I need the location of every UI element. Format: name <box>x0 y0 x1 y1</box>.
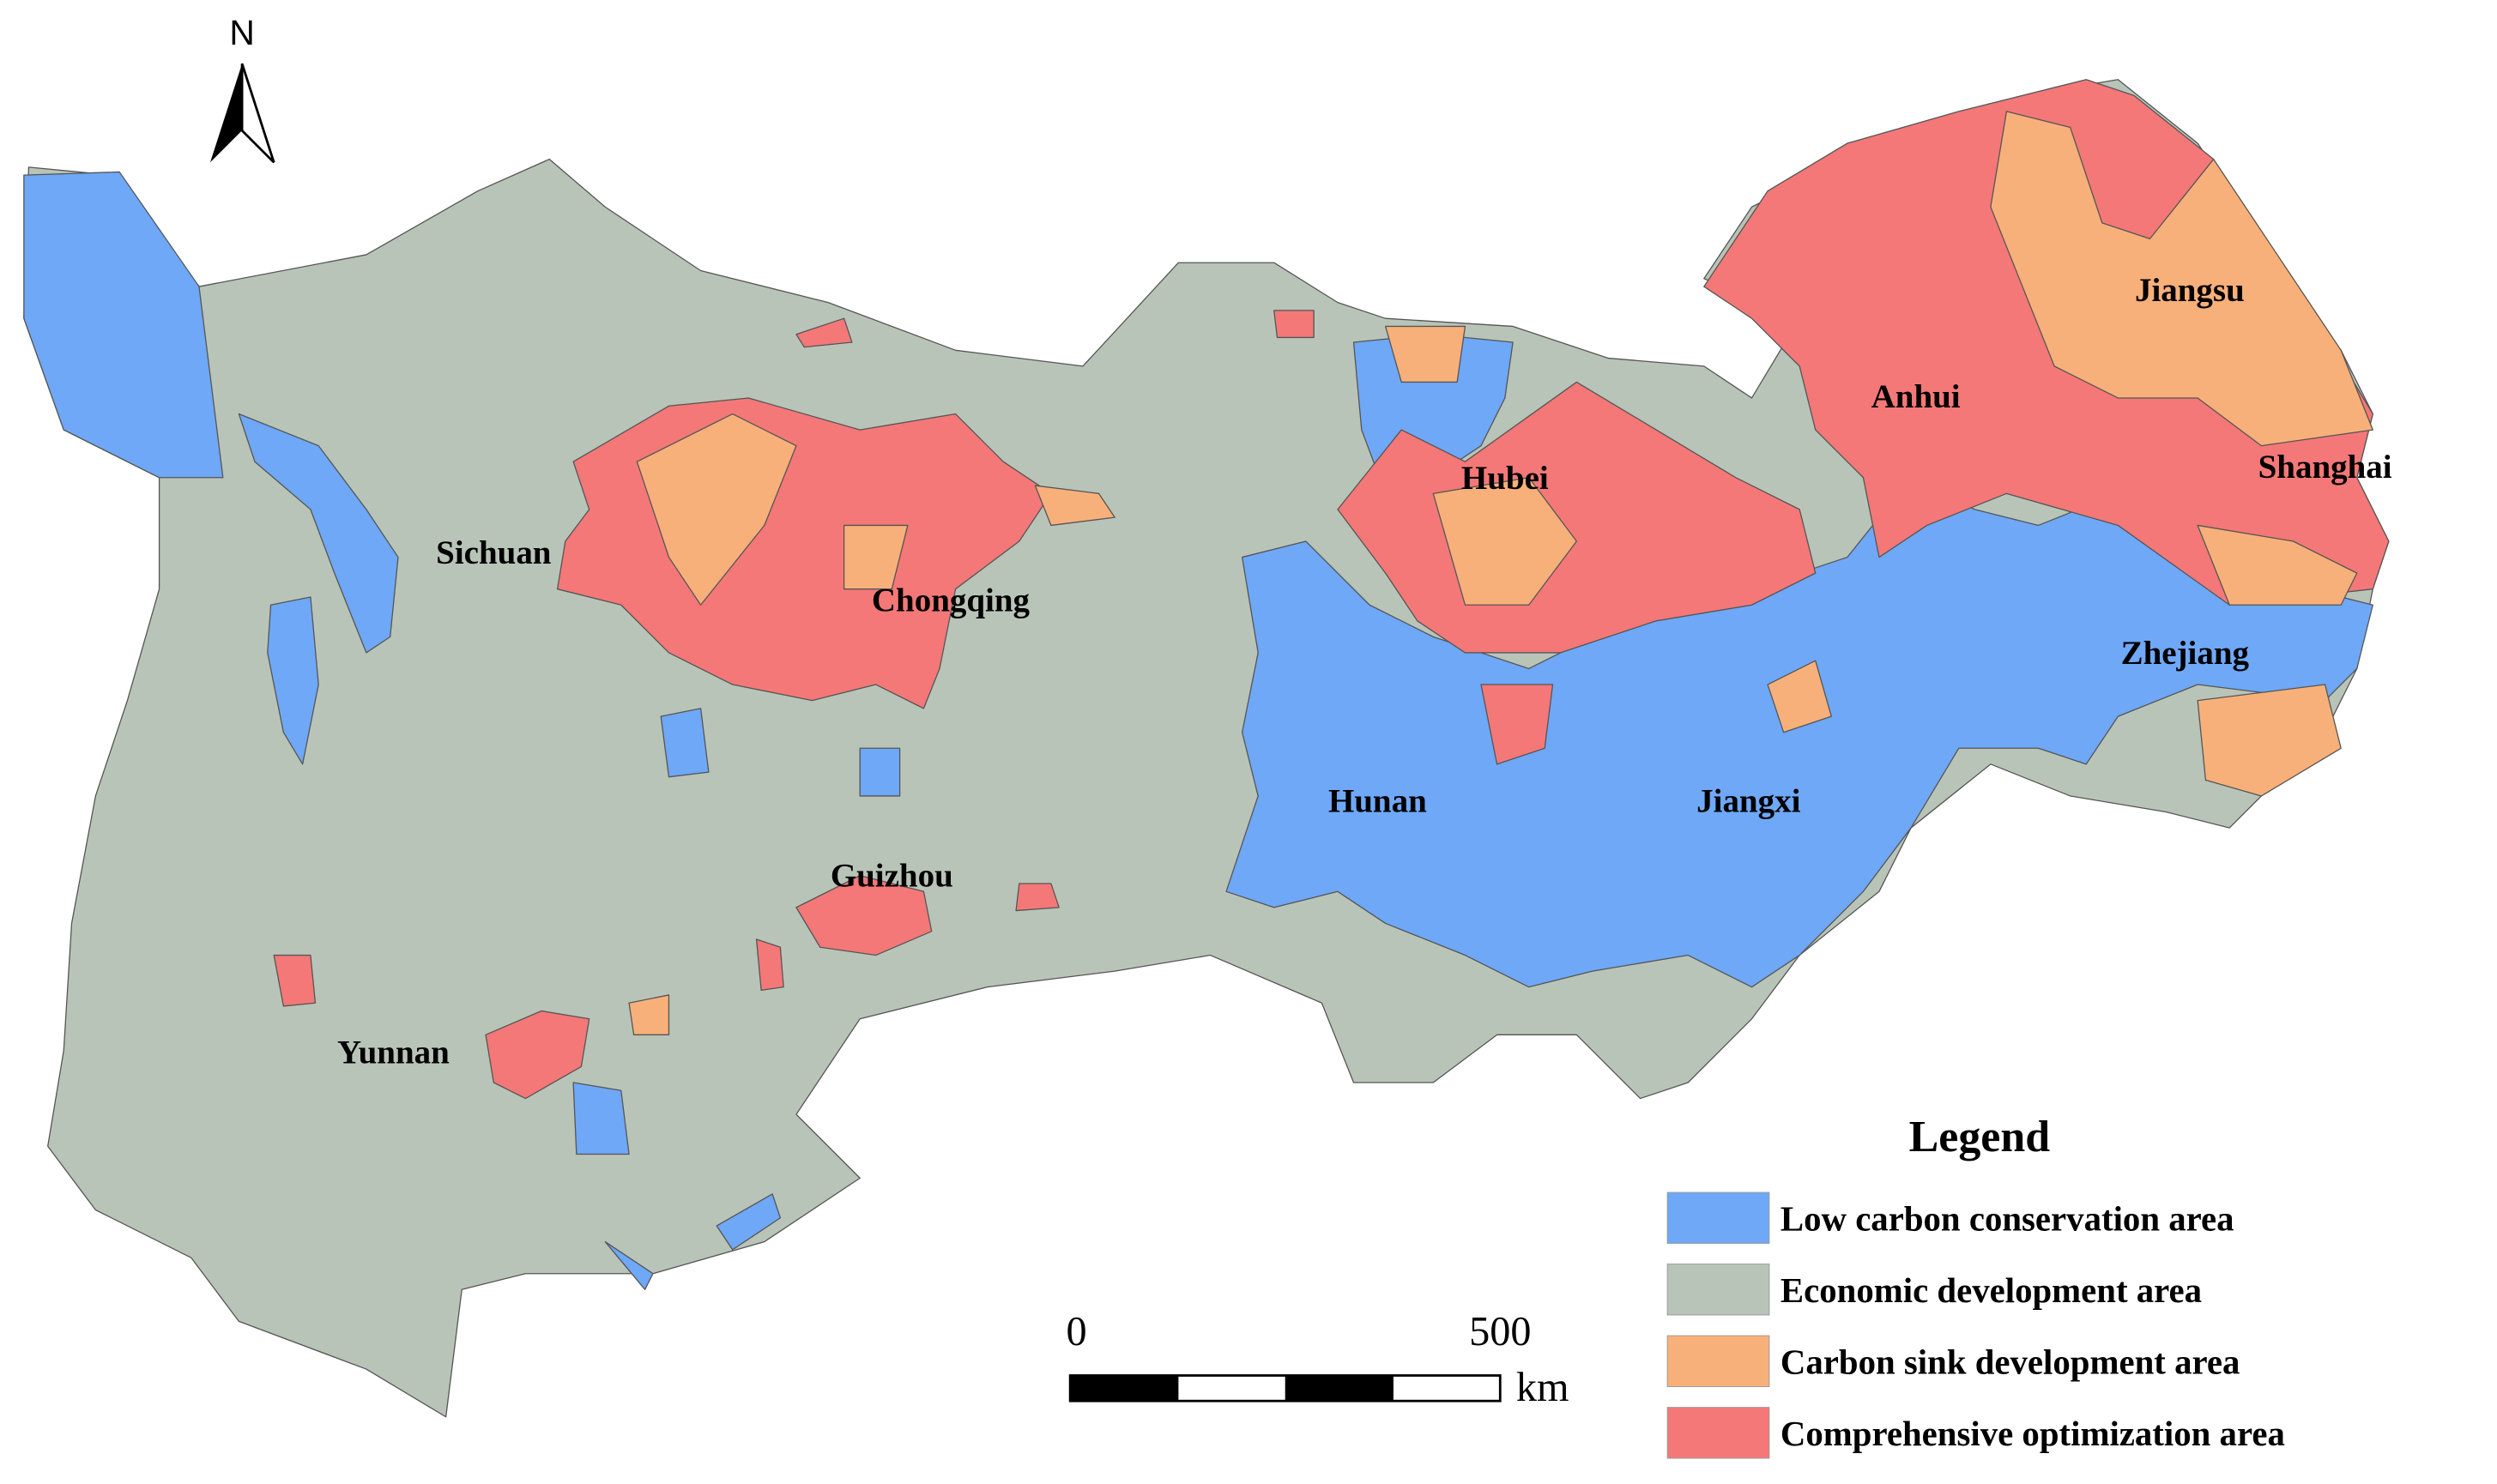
scale-segment <box>1070 1375 1179 1402</box>
province-label: Zhejiang <box>2121 635 2250 672</box>
area <box>23 171 224 479</box>
province-label: Yunnan <box>337 1035 450 1071</box>
area <box>1015 883 1060 912</box>
legend-label: Comprehensive optimization area <box>1781 1415 2285 1453</box>
area <box>2197 684 2342 797</box>
area <box>628 994 670 1035</box>
legend-title: Legend <box>1909 1113 2051 1161</box>
province-label: Anhui <box>1871 378 1961 415</box>
legend-swatch <box>1666 1335 1770 1387</box>
scale-label: 500 <box>1469 1309 1531 1354</box>
area <box>795 317 853 348</box>
area <box>604 1240 654 1290</box>
province-label: Hunan <box>1328 783 1427 820</box>
province-label: Shanghai <box>2258 449 2392 486</box>
carbon-sink-areas <box>628 111 2373 1035</box>
scale-unit: km <box>1516 1365 1569 1410</box>
province-label: Sichuan <box>436 534 552 571</box>
scale-bar: 0 500 km <box>1067 1309 1569 1410</box>
area <box>1990 111 2373 447</box>
area <box>273 954 317 1007</box>
province-label: Jiangsu <box>2135 272 2245 309</box>
area <box>267 596 319 765</box>
province-label: Hubei <box>1461 460 1549 497</box>
north-label: N <box>229 13 254 52</box>
scale-label: 0 <box>1067 1309 1087 1354</box>
legend-label: Economic development area <box>1781 1271 2202 1310</box>
area <box>1480 684 1554 765</box>
map-canvas: N Sichuan Chongqing Hubei Anhui Jiangsu Shang… <box>23 13 2392 1459</box>
area <box>660 708 710 778</box>
area <box>572 1082 630 1155</box>
legend-swatch <box>1666 1264 1770 1316</box>
area <box>238 413 399 654</box>
north-arrow: N <box>209 13 275 164</box>
area <box>636 413 797 606</box>
area <box>485 1010 590 1100</box>
area <box>1384 325 1466 383</box>
arrow-left <box>209 63 243 163</box>
province-label: Jiangxi <box>1696 783 1800 820</box>
province-labels: Sichuan Chongqing Hubei Anhui Jiangsu Shangha… <box>337 272 2392 1071</box>
legend-swatch <box>1666 1191 1770 1244</box>
arrow-right <box>240 63 275 164</box>
area <box>755 938 784 992</box>
region-base <box>23 79 2390 1418</box>
area <box>1034 485 1115 527</box>
legend: Legend Low carbon conservation area Econo… <box>1666 1113 2285 1459</box>
area <box>1767 660 1832 733</box>
province-label: Chongqing <box>872 582 1031 619</box>
area <box>843 524 909 590</box>
area <box>716 1193 782 1251</box>
province-label: Guizhou <box>831 858 953 895</box>
area <box>1432 477 1577 606</box>
area <box>795 875 933 956</box>
area <box>2197 524 2358 606</box>
area <box>859 747 901 797</box>
legend-label: Low carbon conservation area <box>1781 1200 2234 1239</box>
area <box>1337 381 1817 654</box>
scale-segment <box>1285 1375 1394 1402</box>
legend-label: Carbon sink development area <box>1781 1343 2240 1382</box>
legend-swatch <box>1666 1407 1770 1459</box>
area <box>1273 310 1315 339</box>
